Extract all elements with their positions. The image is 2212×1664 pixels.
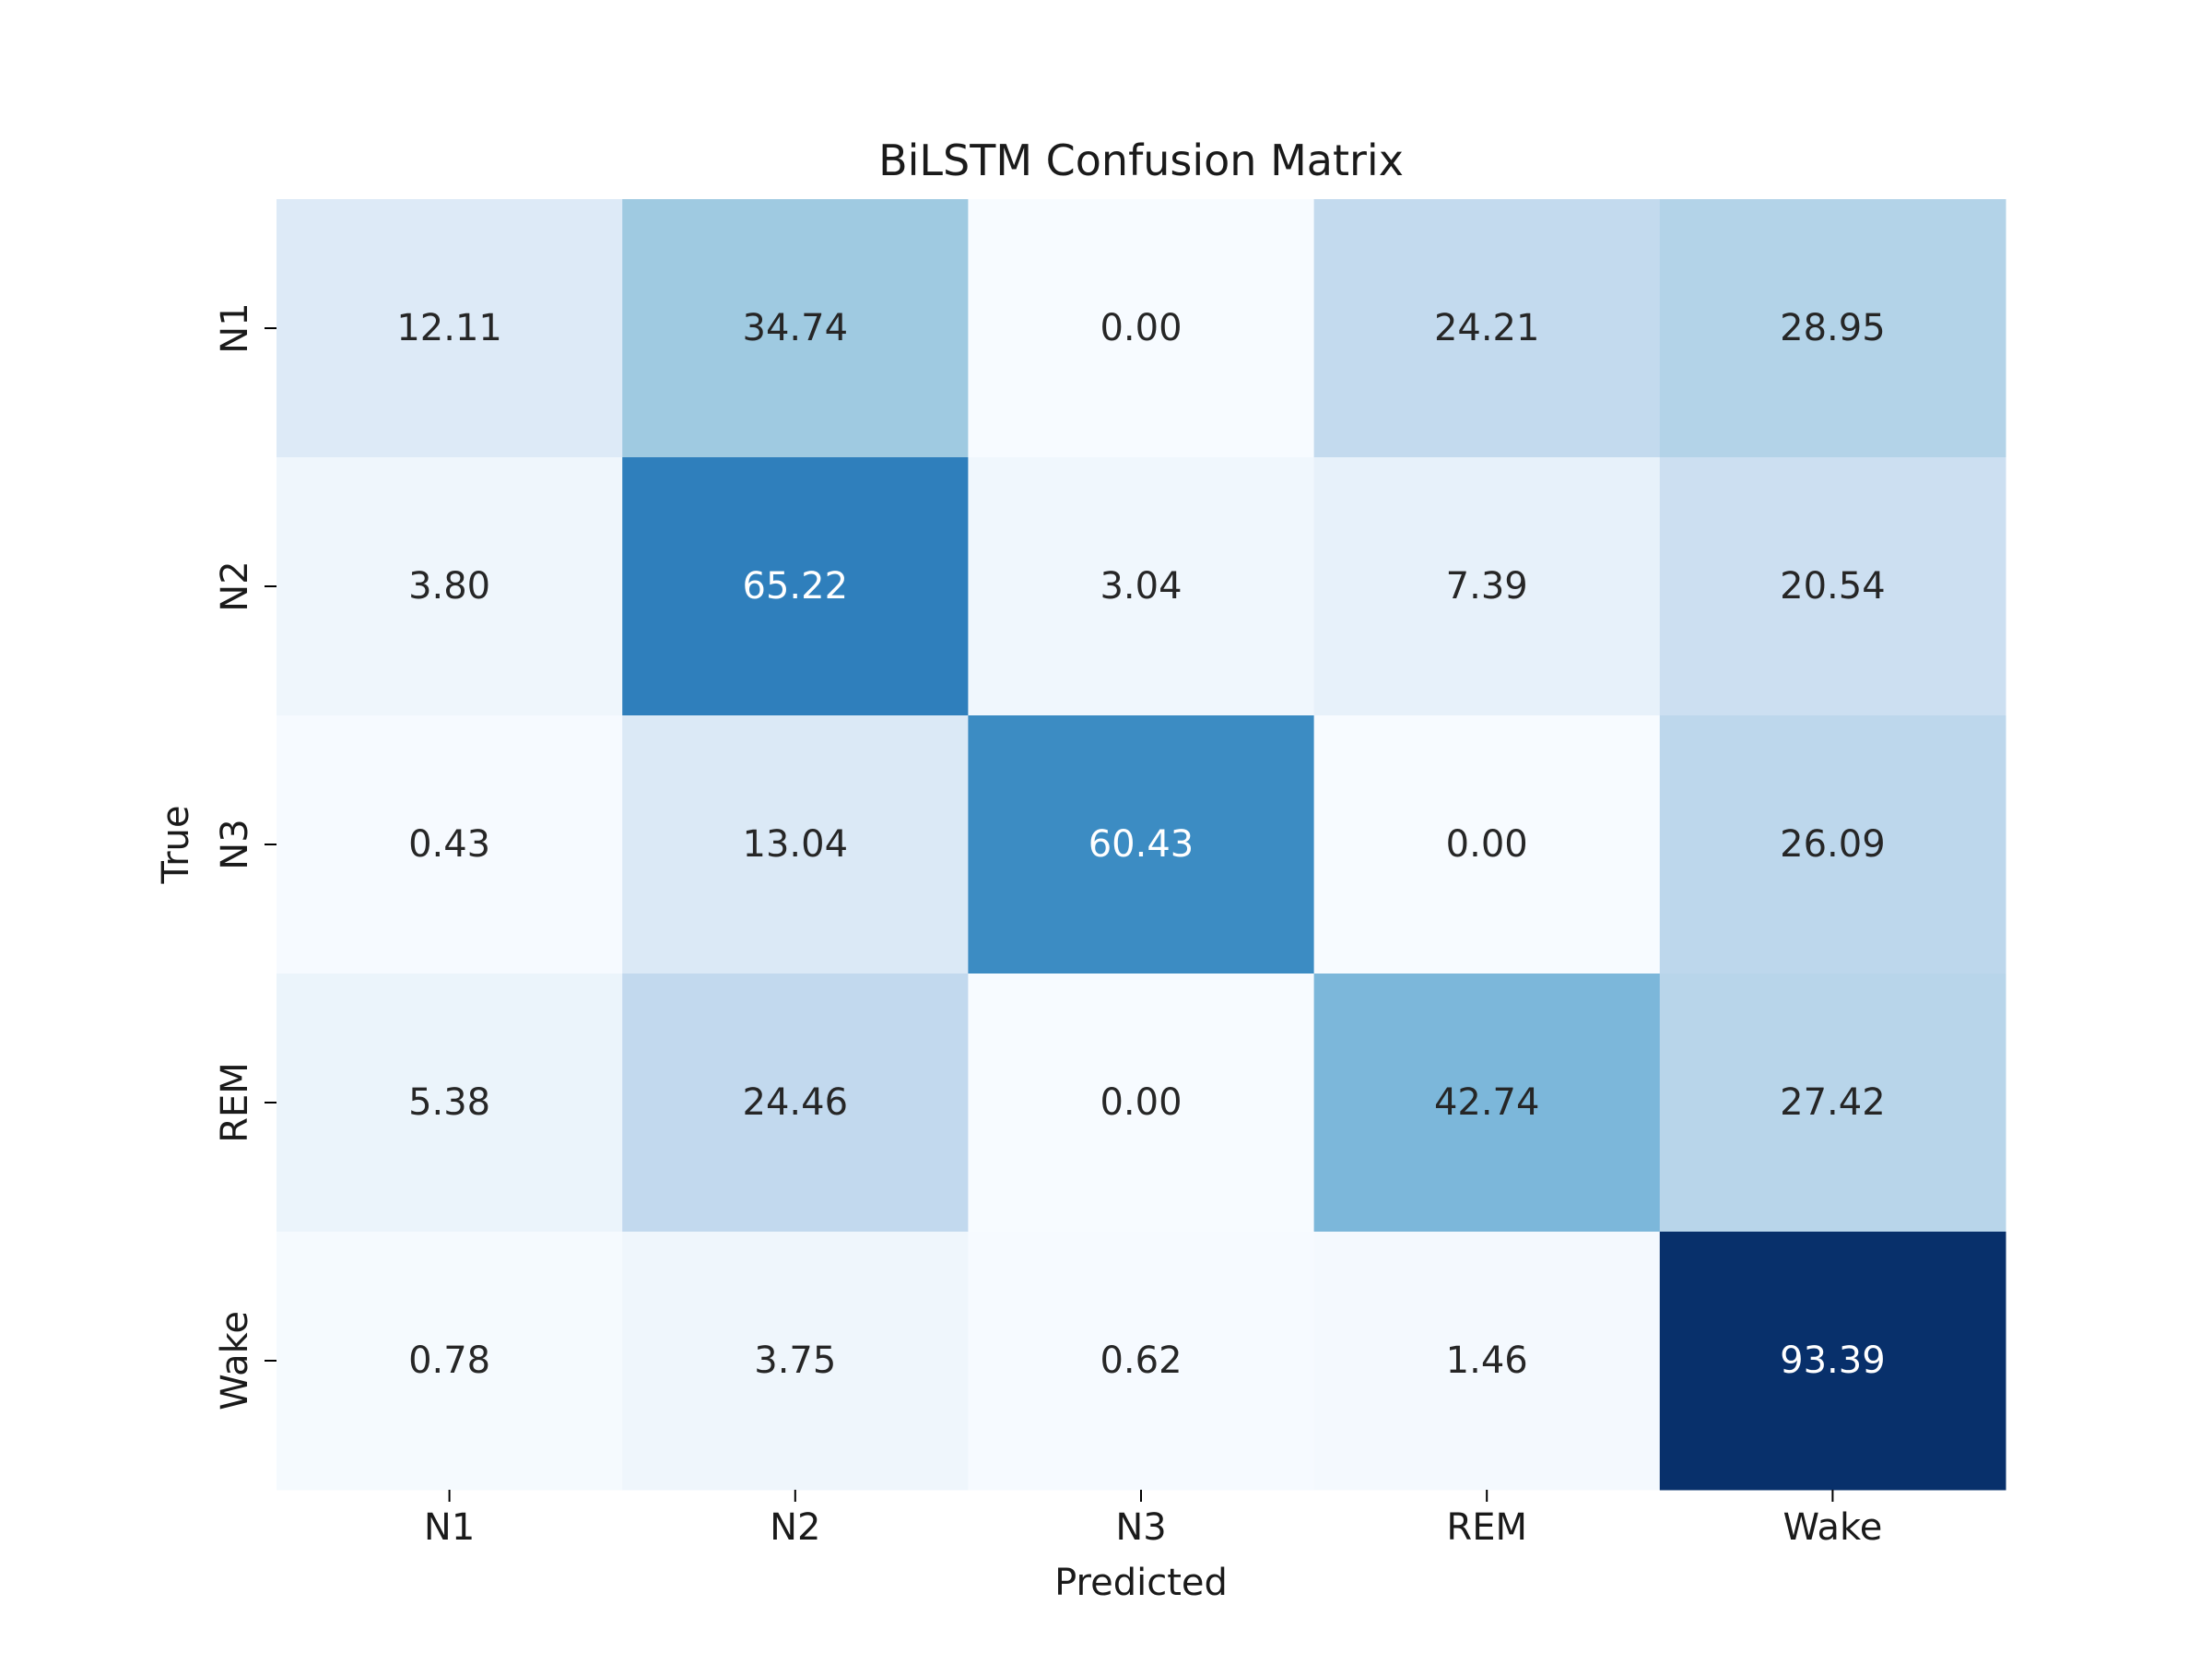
heatmap-cell (276, 199, 623, 458)
cell-value-label: 7.39 (1446, 565, 1528, 608)
cell-value-label: 34.74 (743, 307, 849, 349)
heatmap-cell (1659, 715, 2006, 974)
cell-value-label: 93.39 (1780, 1339, 1886, 1382)
x-tick-label: Wake (1783, 1506, 1882, 1549)
heatmap-cell (968, 457, 1315, 716)
cell-value-label: 3.75 (754, 1339, 836, 1382)
heatmap-cell (622, 715, 969, 974)
cell-value-label: 0.43 (408, 823, 490, 866)
heatmap-cell (1313, 1232, 1661, 1491)
cell-value-label: 0.00 (1446, 823, 1528, 866)
cell-value-label: 3.80 (408, 565, 490, 608)
cell-value-label: 13.04 (743, 823, 849, 866)
y-axis: N1 N2 N3 REM Wake (214, 302, 276, 1410)
cell-value-label: 20.54 (1780, 565, 1886, 608)
x-tick-label: N3 (1115, 1506, 1166, 1549)
y-tick-label: N2 (214, 561, 256, 611)
heatmap-cell (1659, 457, 2006, 716)
cell-value-label: 24.21 (1434, 307, 1540, 349)
heatmap-cell (622, 1232, 969, 1491)
chart-title: BiLSTM Confusion Matrix (878, 136, 1404, 185)
heatmap-cell (1313, 457, 1661, 716)
y-tick-label: REM (214, 1062, 256, 1143)
heatmap-cells (276, 199, 2006, 1491)
y-tick-label: N3 (214, 819, 256, 869)
x-axis: N1 N2 N3 REM Wake (424, 1490, 1882, 1549)
cell-value-label: 42.74 (1434, 1081, 1540, 1124)
heatmap-cell (276, 457, 623, 716)
heatmap-cell (1313, 715, 1661, 974)
heatmap-cell (968, 974, 1315, 1233)
y-tick-label: N1 (214, 302, 256, 353)
cell-value-label: 0.00 (1100, 1081, 1182, 1124)
cell-value-label: 24.46 (743, 1081, 849, 1124)
heatmap-cell (622, 199, 969, 458)
heatmap-cell (1659, 974, 2006, 1233)
cell-value-label: 0.00 (1100, 307, 1182, 349)
cell-value-label: 27.42 (1780, 1081, 1886, 1124)
heatmap-cell (968, 199, 1315, 458)
heatmap-cell (276, 1232, 623, 1491)
x-axis-label: Predicted (1054, 1562, 1228, 1604)
heatmap-cell (968, 1232, 1315, 1491)
heatmap-cell (1313, 974, 1661, 1233)
cell-value-label: 1.46 (1446, 1339, 1528, 1382)
cell-value-label: 26.09 (1780, 823, 1886, 866)
heatmap-cell (276, 715, 623, 974)
cell-value-label: 65.22 (743, 565, 849, 608)
cell-value-label: 28.95 (1780, 307, 1886, 349)
heatmap-cell (1659, 199, 2006, 458)
heatmap-cell (276, 974, 623, 1233)
x-tick-label: N1 (424, 1506, 475, 1549)
cell-value-label: 0.78 (408, 1339, 490, 1382)
cell-value-label: 3.04 (1100, 565, 1182, 608)
heatmap-cell (1313, 199, 1661, 458)
y-axis-label: True (155, 806, 197, 885)
heatmap-cell (622, 457, 969, 716)
x-tick-label: N2 (770, 1506, 820, 1549)
cell-value-label: 0.62 (1100, 1339, 1182, 1382)
y-tick-label: Wake (214, 1311, 256, 1410)
cell-value-label: 60.43 (1088, 823, 1194, 866)
heatmap-cell-labels: 12.11 34.74 0.00 24.21 28.95 3.80 65.22 3.04 7.3… (396, 307, 1885, 1382)
x-tick-label: REM (1446, 1506, 1527, 1549)
heatmap-cell (968, 715, 1315, 974)
cell-value-label: 12.11 (396, 307, 502, 349)
cell-value-label: 5.38 (408, 1081, 490, 1124)
heatmap-cell (622, 974, 969, 1233)
heatmap-cell (1659, 1232, 2006, 1491)
